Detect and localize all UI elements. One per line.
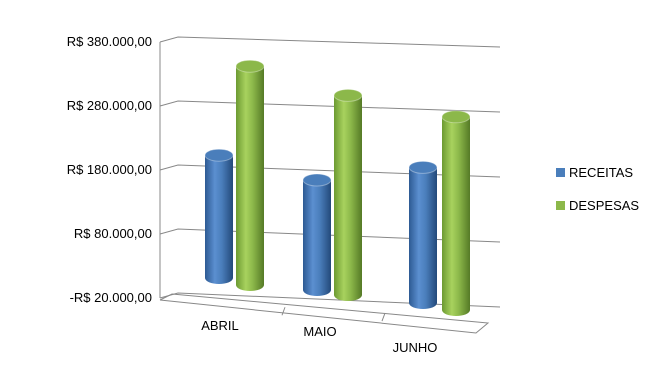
bar-receitas-maio <box>302 173 332 296</box>
bar-receitas-junho <box>408 160 438 309</box>
legend-label-despesas: DESPESAS <box>569 198 639 213</box>
y-tick-label: R$ 380.000,00 <box>67 34 152 49</box>
y-tick-label: R$ 80.000,00 <box>74 226 152 241</box>
gridline <box>159 100 501 113</box>
gridline <box>159 36 501 48</box>
y-tick-label: R$ 180.000,00 <box>67 162 152 177</box>
gridline <box>159 228 501 243</box>
y-tick-label: -R$ 20.000,00 <box>70 290 152 305</box>
legend-swatch-receitas <box>556 168 565 177</box>
y-tick-label: R$ 280.000,00 <box>67 98 152 113</box>
x-tick-label: MAIO <box>303 324 336 339</box>
x-tick <box>281 307 286 316</box>
bar-despesas-abril <box>235 59 265 291</box>
x-tick-label: ABRIL <box>201 318 239 333</box>
bar-despesas-maio <box>333 88 363 302</box>
bar-despesas-junho <box>441 110 471 316</box>
x-tick-label: JUNHO <box>393 340 438 355</box>
bar-receitas-abril <box>204 148 234 284</box>
legend-swatch-despesas <box>556 201 565 210</box>
x-tick <box>381 312 386 322</box>
gridline <box>159 164 501 178</box>
floor-outline <box>159 293 490 334</box>
gridline <box>159 292 501 308</box>
legend-label-receitas: RECEITAS <box>569 165 633 180</box>
